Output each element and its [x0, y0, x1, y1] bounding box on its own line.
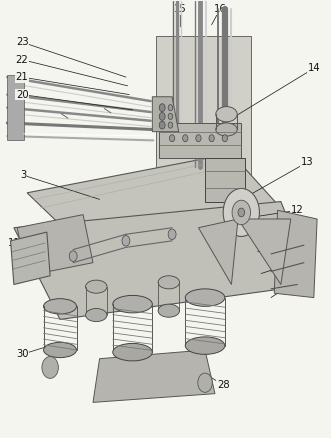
Ellipse shape: [185, 337, 225, 354]
Polygon shape: [205, 158, 245, 201]
Ellipse shape: [44, 343, 76, 357]
Text: 20: 20: [16, 89, 28, 99]
Polygon shape: [274, 210, 317, 297]
Text: 26: 26: [294, 255, 307, 265]
Text: 23: 23: [16, 37, 28, 47]
Text: 29: 29: [171, 386, 183, 396]
Circle shape: [168, 113, 173, 120]
Text: 11: 11: [8, 238, 20, 248]
Circle shape: [42, 357, 58, 378]
Circle shape: [183, 135, 188, 142]
Text: 25: 25: [294, 238, 307, 248]
Circle shape: [238, 208, 245, 217]
Polygon shape: [11, 232, 50, 285]
Text: 13: 13: [301, 157, 313, 167]
Text: 30: 30: [16, 350, 28, 359]
Circle shape: [168, 229, 176, 240]
Circle shape: [159, 104, 165, 112]
Circle shape: [222, 135, 227, 142]
Ellipse shape: [158, 276, 179, 289]
Text: 15: 15: [174, 4, 187, 14]
Text: 21: 21: [16, 72, 28, 82]
Text: 28: 28: [217, 380, 229, 390]
Circle shape: [159, 121, 165, 129]
Text: 22: 22: [16, 55, 28, 65]
Circle shape: [168, 122, 173, 128]
Polygon shape: [7, 75, 24, 141]
Ellipse shape: [185, 289, 225, 306]
Polygon shape: [17, 215, 93, 276]
Polygon shape: [93, 350, 215, 403]
Circle shape: [196, 135, 201, 142]
Circle shape: [209, 135, 214, 142]
Text: 14: 14: [307, 64, 320, 74]
Ellipse shape: [216, 123, 237, 136]
Circle shape: [169, 135, 175, 142]
Text: 24: 24: [294, 223, 307, 233]
Circle shape: [223, 188, 260, 237]
Ellipse shape: [86, 308, 107, 321]
Polygon shape: [156, 35, 251, 175]
Ellipse shape: [216, 106, 237, 122]
Ellipse shape: [113, 343, 152, 361]
Text: 3: 3: [21, 170, 27, 180]
Text: 27: 27: [294, 273, 307, 283]
Ellipse shape: [113, 295, 152, 313]
Text: 12: 12: [291, 205, 304, 215]
Polygon shape: [27, 153, 291, 263]
Circle shape: [168, 105, 173, 111]
Polygon shape: [238, 219, 291, 285]
Ellipse shape: [44, 299, 76, 314]
Circle shape: [69, 251, 77, 261]
Circle shape: [122, 236, 130, 246]
Circle shape: [159, 113, 165, 120]
Ellipse shape: [158, 304, 179, 317]
Polygon shape: [152, 97, 179, 132]
Polygon shape: [159, 123, 241, 158]
Ellipse shape: [86, 280, 107, 293]
Text: 16: 16: [213, 4, 226, 14]
Polygon shape: [14, 201, 314, 319]
Circle shape: [232, 200, 251, 225]
Circle shape: [198, 373, 212, 392]
Polygon shape: [199, 219, 238, 285]
